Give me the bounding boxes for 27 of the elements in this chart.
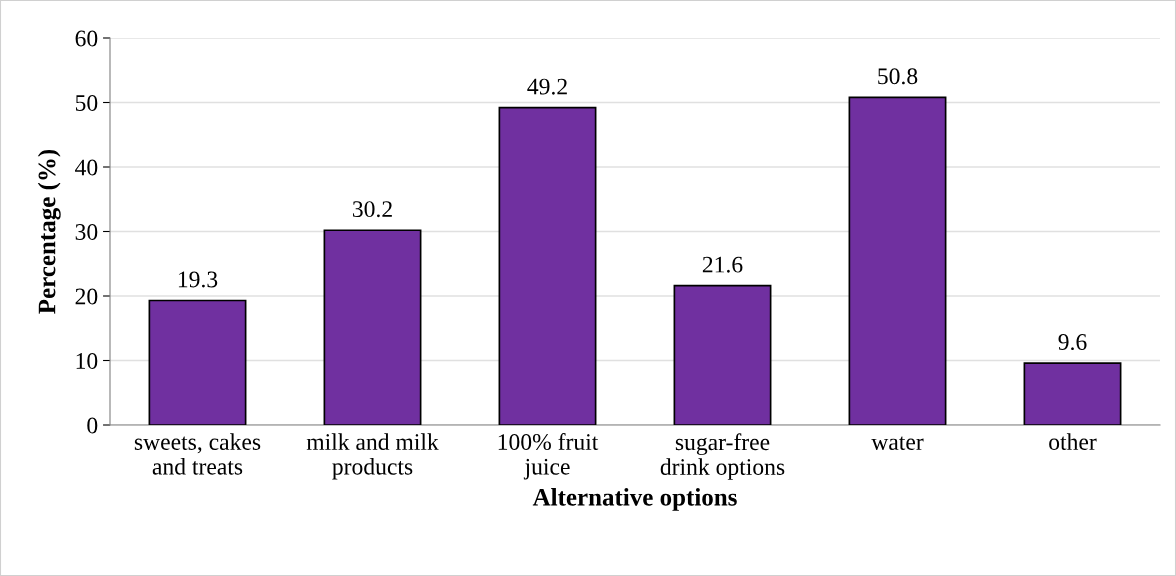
bar <box>148 299 247 425</box>
data-label: 30.2 <box>352 201 392 218</box>
x-tick-label: milk and milk products <box>306 433 439 480</box>
bar <box>848 96 947 425</box>
data-label: 9.6 <box>1058 334 1087 351</box>
bar <box>673 284 772 425</box>
y-tick-label: 20 <box>75 288 98 305</box>
x-tick-label: sugar-free drink options <box>660 433 785 480</box>
data-label: 19.3 <box>178 271 218 288</box>
y-tick-label: 0 <box>87 417 98 434</box>
y-axis-title: Percentage (%) <box>37 149 61 314</box>
x-tick-label: water <box>871 436 924 450</box>
x-tick-label: 100% fruit juice <box>498 433 599 480</box>
x-tick-label: sweets, cakes and treats <box>134 433 261 475</box>
bar <box>323 229 422 425</box>
x-tick-label: other <box>1049 433 1097 450</box>
y-tick-label: 50 <box>75 94 98 111</box>
data-label: 49.2 <box>527 78 567 95</box>
data-label: 21.6 <box>702 256 743 273</box>
y-tick-label: 10 <box>76 352 98 369</box>
bar <box>1023 362 1122 425</box>
y-tick-label: 30 <box>75 223 98 240</box>
x-axis-title: Alternative options <box>532 488 737 511</box>
data-label: 50.8 <box>878 68 918 85</box>
bar <box>498 106 597 425</box>
y-tick-label: 60 <box>75 30 98 47</box>
y-tick-label: 40 <box>75 159 98 176</box>
